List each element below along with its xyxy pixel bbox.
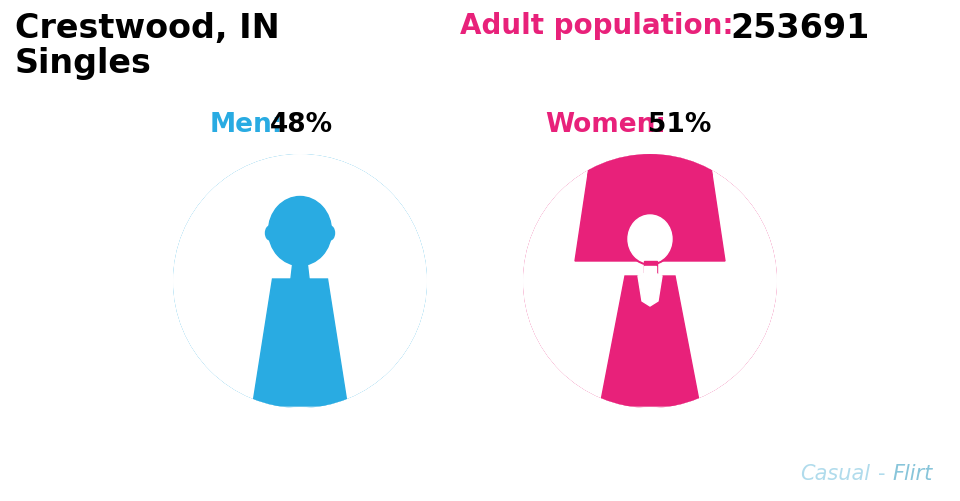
Circle shape [523,155,777,408]
Text: Men:: Men: [210,112,283,138]
Polygon shape [638,272,662,307]
Polygon shape [285,280,315,386]
Polygon shape [644,267,656,277]
Polygon shape [295,275,305,285]
Ellipse shape [630,217,670,262]
Text: Women:: Women: [545,112,666,138]
Ellipse shape [269,197,331,266]
Text: Adult population:: Adult population: [460,12,733,40]
Ellipse shape [266,226,275,240]
Ellipse shape [588,148,712,202]
Text: Flirt: Flirt [892,463,932,483]
Polygon shape [575,175,725,262]
Polygon shape [293,285,307,334]
Text: Casual: Casual [800,463,870,483]
Circle shape [173,155,427,408]
Polygon shape [293,265,307,278]
Ellipse shape [626,213,674,266]
Polygon shape [291,262,309,280]
Text: 48%: 48% [270,112,333,138]
Ellipse shape [628,215,672,264]
Polygon shape [252,280,348,406]
Text: -: - [878,463,885,483]
Polygon shape [600,277,700,406]
Text: Singles: Singles [15,47,152,80]
Polygon shape [643,262,657,277]
Text: 253691: 253691 [730,12,869,45]
Text: 51%: 51% [648,112,711,138]
Ellipse shape [325,226,334,240]
Text: Crestwood, IN: Crestwood, IN [15,12,279,45]
